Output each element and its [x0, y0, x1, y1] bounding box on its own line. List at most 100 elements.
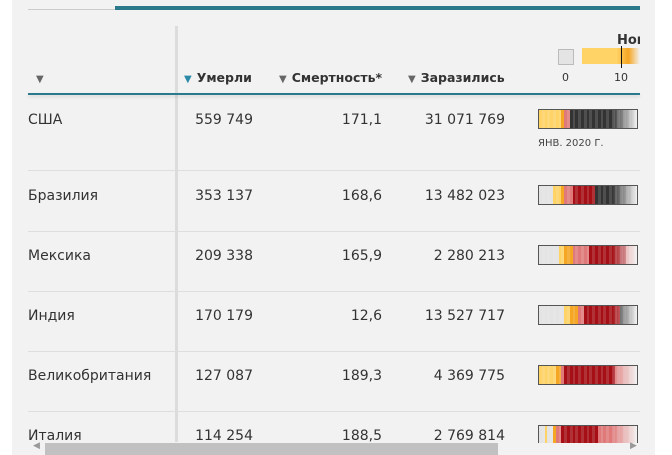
strip-segment [603, 306, 607, 324]
table-row[interactable]: Великобритания 127 087 189,3 4 369 775 [28, 352, 640, 412]
mortality-value: 168,6 [341, 188, 382, 204]
strip-segment [580, 186, 584, 204]
strip-segment [544, 426, 548, 443]
strip-segment [575, 306, 579, 324]
legend-tick [621, 46, 622, 68]
strip-segment [578, 110, 581, 128]
strip-segment [575, 426, 579, 443]
strip-segment [566, 426, 570, 443]
strip-segment [555, 110, 559, 128]
cases-heat-strip[interactable] [538, 109, 638, 129]
strip-segment [597, 426, 601, 443]
strip-segment [586, 110, 590, 128]
strip-segment [594, 110, 598, 128]
table-body: США 559 749 171,1 31 071 769 ЯНВ. 2020 Г… [28, 100, 640, 443]
deaths-value: 127 087 [195, 368, 253, 384]
cases-value: 2 769 814 [433, 428, 505, 443]
country-name: Индия [28, 308, 75, 324]
strip-segment [561, 366, 565, 384]
cases-value: 13 527 717 [424, 308, 505, 324]
column-divider [175, 26, 178, 442]
strip-fade [612, 306, 637, 324]
scroll-right-icon[interactable]: ▶ [630, 441, 637, 451]
table-row[interactable]: Индия 170 179 12,6 13 527 717 [28, 292, 640, 352]
sort-triangle-icon: ▼ [36, 74, 44, 85]
strip-segment [583, 246, 587, 264]
strip-segment [569, 306, 573, 324]
strip-segment [600, 246, 604, 264]
strip-segment [569, 186, 573, 204]
strip-segment [544, 110, 548, 128]
mortality-value: 188,5 [341, 428, 382, 443]
mortality-value: 165,9 [341, 248, 382, 264]
cases-heat-strip[interactable] [538, 185, 638, 205]
sort-deaths-button[interactable]: ▼ Умерли [184, 70, 252, 85]
deaths-value: 353 137 [195, 188, 253, 204]
strip-segment [592, 366, 595, 384]
strip-segment [539, 186, 542, 204]
strip-segment [572, 186, 576, 204]
strip-segment [597, 366, 601, 384]
cases-heat-strip[interactable] [538, 305, 638, 325]
strip-segment [592, 246, 595, 264]
sort-cases-button[interactable]: ▼ Заразились [408, 70, 505, 85]
scrollbar-thumb[interactable] [45, 443, 498, 455]
strip-segment [544, 246, 548, 264]
cases-heat-strip[interactable] [538, 245, 638, 265]
country-name: Бразилия [28, 188, 99, 204]
row-divider [28, 291, 640, 292]
strip-segment [608, 366, 612, 384]
sort-mortality-button[interactable]: ▼ Смертность* [279, 70, 382, 85]
strip-segment [539, 246, 542, 264]
legend-title: Нов [617, 33, 640, 48]
strip-segment [594, 366, 598, 384]
sort-country-button[interactable]: ▼ [36, 70, 49, 85]
strip-segment [561, 306, 565, 324]
strip-segment [550, 110, 553, 128]
strip-segment [603, 186, 607, 204]
strip-segment [544, 306, 548, 324]
strip-fade [612, 246, 637, 264]
strip-segment [575, 186, 579, 204]
country-name: Великобритания [28, 368, 152, 384]
table-row[interactable]: Италия 114 254 188,5 2 769 814 [28, 412, 640, 443]
strip-segment [600, 110, 604, 128]
strip-segment [552, 186, 556, 204]
strip-segment [608, 186, 612, 204]
strip-segment [603, 366, 607, 384]
tab-underline-active[interactable] [115, 6, 640, 10]
strip-segment [586, 186, 590, 204]
strip-segment [569, 426, 573, 443]
cases-value: 13 482 023 [424, 188, 505, 204]
strip-segment [606, 426, 609, 443]
strip-segment [539, 110, 542, 128]
strip-segment [555, 246, 559, 264]
cases-heat-strip[interactable] [538, 425, 638, 443]
strip-segment [583, 426, 587, 443]
strip-segment [583, 186, 587, 204]
strip-segment [552, 426, 556, 443]
deaths-value: 209 338 [195, 248, 253, 264]
strip-fade [612, 426, 637, 443]
strip-segment [586, 306, 590, 324]
strip-segment [550, 426, 553, 443]
strip-segment [547, 246, 551, 264]
strip-segment [544, 186, 548, 204]
scroll-left-icon[interactable]: ◀ [33, 441, 40, 451]
column-header-cases: Заразились [420, 70, 505, 85]
strip-segment [608, 426, 612, 443]
strip-segment [597, 186, 601, 204]
strip-segment [578, 246, 581, 264]
strip-segment [561, 246, 565, 264]
country-name: Мексика [28, 248, 91, 264]
strip-segment [578, 306, 581, 324]
strip-segment [539, 426, 542, 443]
table-row[interactable]: США 559 749 171,1 31 071 769 ЯНВ. 2020 Г… [28, 100, 640, 171]
table-row[interactable]: Мексика 209 338 165,9 2 280 213 [28, 232, 640, 292]
table-row[interactable]: Бразилия 353 137 168,6 13 482 023 [28, 172, 640, 232]
strip-start-label: ЯНВ. 2020 Г. [538, 138, 604, 149]
strip-segment [583, 110, 587, 128]
strip-segment [606, 246, 609, 264]
cases-heat-strip[interactable] [538, 365, 638, 385]
strip-segment [541, 246, 545, 264]
